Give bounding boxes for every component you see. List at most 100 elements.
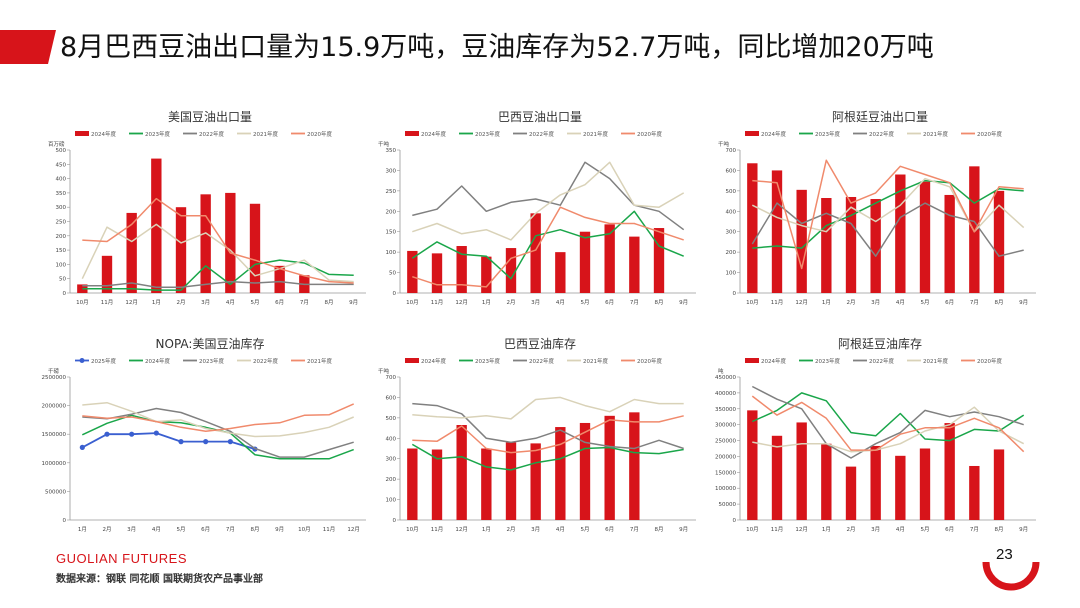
legend-label: 2021年度: [923, 130, 948, 138]
x-tick-label: 11月: [431, 526, 444, 533]
x-tick-label: 10月: [406, 299, 419, 306]
series-line: [81, 432, 256, 450]
x-tick-label: 6月: [605, 526, 614, 533]
y-tick-label: 250: [386, 189, 397, 195]
y-tick-label: 400: [386, 436, 397, 442]
series-line: [752, 406, 1025, 453]
x-tick-label: 2月: [177, 299, 186, 306]
series-line: [752, 179, 1024, 249]
legend-label: 2023年度: [475, 357, 500, 365]
x-tick-label: 1月: [78, 526, 87, 533]
x-tick-label: 10月: [746, 299, 759, 306]
chart-title: 巴西豆油出口量: [498, 110, 582, 124]
legend-label: 2022年度: [869, 130, 894, 138]
bar: [481, 256, 492, 293]
y-tick-label: 400000: [715, 391, 736, 397]
y-tick-label: 250000: [715, 439, 736, 445]
series-line: [412, 161, 685, 231]
y-tick-label: 450000: [715, 375, 736, 381]
bar: [126, 212, 137, 293]
bar: [969, 166, 980, 293]
series-line: [81, 414, 354, 460]
x-tick-label: 1月: [152, 299, 161, 306]
series-line: [751, 202, 1024, 257]
legend-swatch-bar: [405, 131, 419, 136]
y-tick-label: 200: [56, 234, 67, 240]
x-tick-label: 8月: [325, 299, 334, 306]
bar: [821, 443, 832, 520]
chart-us-soyoil-export: 美国豆油出口量 2024年度 2023年度 2022年度 2021年度 2020年度 百万磅…: [40, 100, 380, 316]
x-tick-label: 7月: [226, 526, 235, 533]
bar: [151, 158, 162, 293]
x-tick-label: 10月: [298, 526, 311, 533]
y-axis-unit: 千磅: [48, 367, 60, 375]
legend-label: 2021年度: [253, 130, 278, 138]
y-tick-label: 0: [733, 518, 737, 524]
chart-svg: 美国豆油出口量 2024年度 2023年度 2022年度 2021年度 2020年度百万磅…: [48, 110, 366, 306]
y-tick-label: 700: [386, 375, 397, 381]
bar: [505, 248, 517, 293]
bar: [249, 203, 261, 293]
y-tick-label: 350: [56, 191, 67, 197]
bar: [175, 207, 187, 293]
series-line: [82, 259, 354, 291]
chart-title: 阿根廷豆油库存: [838, 336, 922, 351]
x-tick-label: 4月: [152, 526, 161, 533]
x-tick-label: 12月: [455, 299, 468, 306]
x-tick-label: 1月: [822, 299, 831, 306]
y-tick-label: 0: [393, 518, 397, 524]
series-line: [411, 210, 684, 280]
x-tick-label: 12月: [125, 299, 137, 306]
x-tick-label: 11月: [771, 299, 784, 306]
x-tick-label: 9月: [679, 299, 688, 306]
series-line: [751, 392, 1025, 442]
legend-label: 2021年度: [307, 357, 332, 365]
chart-svg: 阿根廷豆油出口量 2024年度 2023年度 2022年度 2021年度 2020年度千吨…: [718, 110, 1036, 306]
x-tick-label: 4月: [226, 299, 235, 306]
bar: [629, 412, 640, 520]
legend-label: 2021年度: [583, 130, 608, 138]
series-point: [227, 439, 233, 445]
bar: [456, 425, 467, 520]
bar: [870, 199, 881, 293]
chart-nopa-us-soyoil-stock: NOPA:美国豆油库存 2025年度 2024年度 2023年度 2022年度 2021年…: [40, 327, 380, 543]
bar: [407, 250, 418, 293]
series-line: [412, 415, 684, 454]
bar: [505, 442, 517, 520]
bar: [771, 435, 783, 520]
legend-swatch-bar: [745, 131, 759, 136]
x-tick-label: 8月: [995, 526, 1004, 533]
x-tick-label: 3月: [871, 526, 880, 533]
y-tick-label: 500: [386, 416, 397, 422]
y-tick-label: 500: [56, 148, 67, 154]
series-point: [178, 439, 184, 445]
x-tick-label: 12月: [347, 526, 360, 533]
page-badge-arc-icon: [982, 561, 1040, 591]
y-tick-label: 50: [59, 277, 66, 283]
bar: [919, 448, 931, 520]
x-tick-label: 2月: [507, 526, 516, 533]
y-tick-label: 0: [63, 518, 67, 524]
bar: [225, 192, 236, 293]
x-tick-label: 4月: [556, 526, 565, 533]
legend-swatch-bar: [405, 358, 419, 363]
x-tick-label: 7月: [630, 526, 639, 533]
legend-swatch-bar: [75, 131, 89, 136]
x-tick-label: 5月: [921, 526, 930, 533]
page-number: 23: [996, 546, 1013, 563]
legend-label: 2024年度: [761, 130, 786, 138]
x-tick-label: 8月: [655, 299, 664, 306]
y-tick-label: 300: [386, 457, 397, 463]
series-line: [751, 385, 1024, 459]
y-axis-unit: 千吨: [378, 140, 390, 148]
x-tick-label: 9月: [275, 526, 284, 533]
x-tick-label: 4月: [896, 299, 905, 306]
bar: [555, 427, 566, 520]
bar: [845, 466, 857, 520]
y-tick-label: 50: [389, 271, 396, 277]
bar: [993, 449, 1005, 520]
x-tick-label: 3月: [127, 526, 136, 533]
x-tick-label: 9月: [349, 299, 358, 306]
